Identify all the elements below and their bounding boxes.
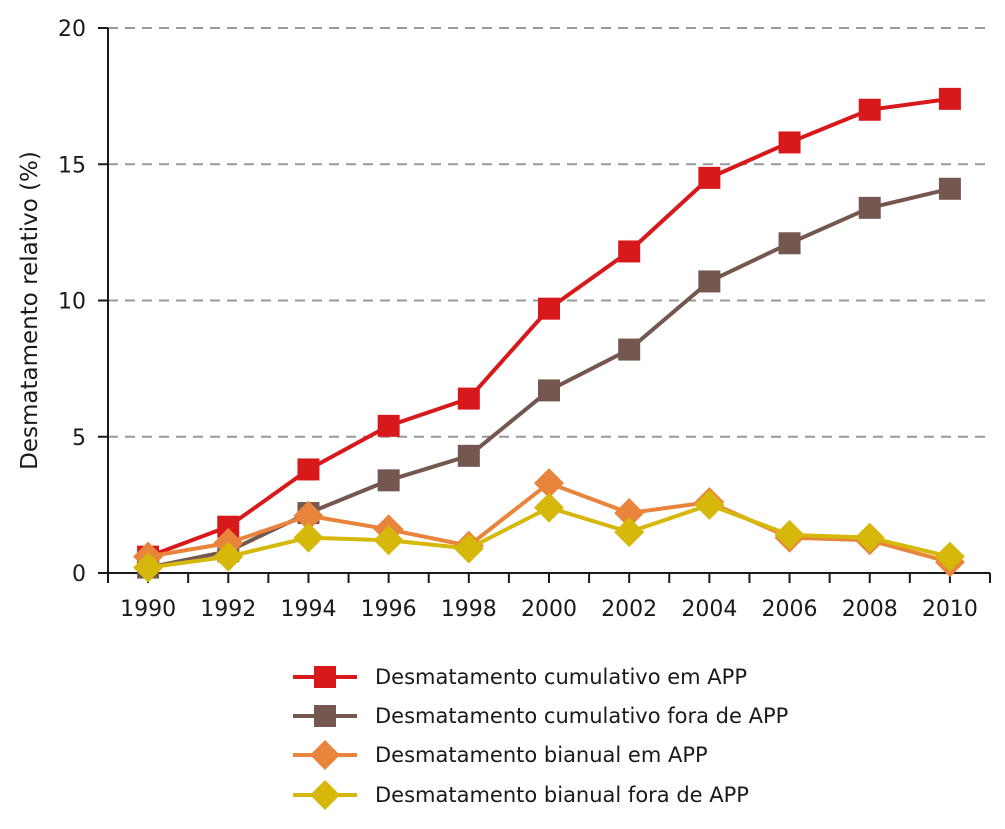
data-point xyxy=(534,492,564,523)
x-tick-label: 2004 xyxy=(681,597,737,622)
legend-item: Desmatamento bianual em APP xyxy=(293,740,708,770)
legend-marker xyxy=(310,780,340,810)
y-tick-label: 10 xyxy=(58,290,86,315)
data-point xyxy=(217,515,240,538)
y-tick-label: 5 xyxy=(72,426,86,451)
data-point xyxy=(778,131,801,154)
data-point xyxy=(293,500,324,531)
x-tick-label: 2006 xyxy=(762,597,818,622)
axes: 0 5 10 15 20 1990 1992 1994 1996 1998 2000 2002 2004… xyxy=(58,17,991,622)
data-point xyxy=(377,469,400,492)
data-point xyxy=(293,522,324,553)
data-point xyxy=(297,458,320,481)
legend-item: Desmatamento cumulativo em APP xyxy=(293,665,747,689)
data-point xyxy=(858,98,881,121)
y-axis-title: Desmatamento relativo (%) xyxy=(17,151,43,470)
x-tick-label: 2008 xyxy=(842,597,898,622)
x-tick-label: 1992 xyxy=(200,597,256,622)
data-point xyxy=(774,519,805,550)
legend-label: Desmatamento bianual em APP xyxy=(375,743,708,767)
data-point xyxy=(453,533,484,564)
x-tick-label: 1994 xyxy=(280,597,336,622)
x-tick-label: 2000 xyxy=(521,597,577,622)
x-tick-label: 2002 xyxy=(601,597,657,622)
data-point xyxy=(213,541,244,572)
data-point xyxy=(457,387,480,410)
legend-item: Desmatamento cumulativo fora de APP xyxy=(293,704,788,728)
legend-label: Desmatamento bianual fora de APP xyxy=(375,783,749,807)
data-point xyxy=(377,414,400,437)
data-point xyxy=(457,444,480,467)
data-point xyxy=(698,166,721,189)
data-point xyxy=(538,379,560,402)
y-tick-label: 20 xyxy=(58,17,86,42)
data-point xyxy=(618,338,641,361)
legend-label: Desmatamento cumulativo em APP xyxy=(375,665,747,689)
legend-marker xyxy=(310,740,340,770)
legend-item: Desmatamento bianual fora de APP xyxy=(293,780,749,810)
legend: Desmatamento cumulativo em APP Desmatamen… xyxy=(293,665,788,810)
grid-lines xyxy=(108,27,990,438)
x-tick-label: 1990 xyxy=(120,597,176,622)
legend-marker xyxy=(314,705,336,727)
data-point xyxy=(618,240,641,263)
data-point xyxy=(934,541,965,572)
y-tick-label: 15 xyxy=(58,153,86,178)
x-tick-label: 2010 xyxy=(922,597,978,622)
data-point xyxy=(534,468,564,499)
data-point xyxy=(694,489,725,520)
data-point xyxy=(854,522,885,553)
legend-marker xyxy=(314,666,336,688)
data-point xyxy=(938,177,961,200)
data-point xyxy=(614,498,645,529)
data-point xyxy=(858,196,881,219)
x-tick-label: 1998 xyxy=(441,597,497,622)
series-4 xyxy=(133,489,965,583)
data-point xyxy=(938,87,961,110)
y-tick-label: 0 xyxy=(72,562,86,587)
data-point xyxy=(698,270,721,293)
series-layer xyxy=(133,87,965,583)
data-point xyxy=(538,297,560,320)
data-point xyxy=(614,517,645,548)
data-point xyxy=(133,552,164,583)
legend-label: Desmatamento cumulativo fora de APP xyxy=(375,704,788,728)
data-point xyxy=(778,232,801,255)
x-tick-label: 1996 xyxy=(361,597,417,622)
data-point xyxy=(373,525,404,556)
